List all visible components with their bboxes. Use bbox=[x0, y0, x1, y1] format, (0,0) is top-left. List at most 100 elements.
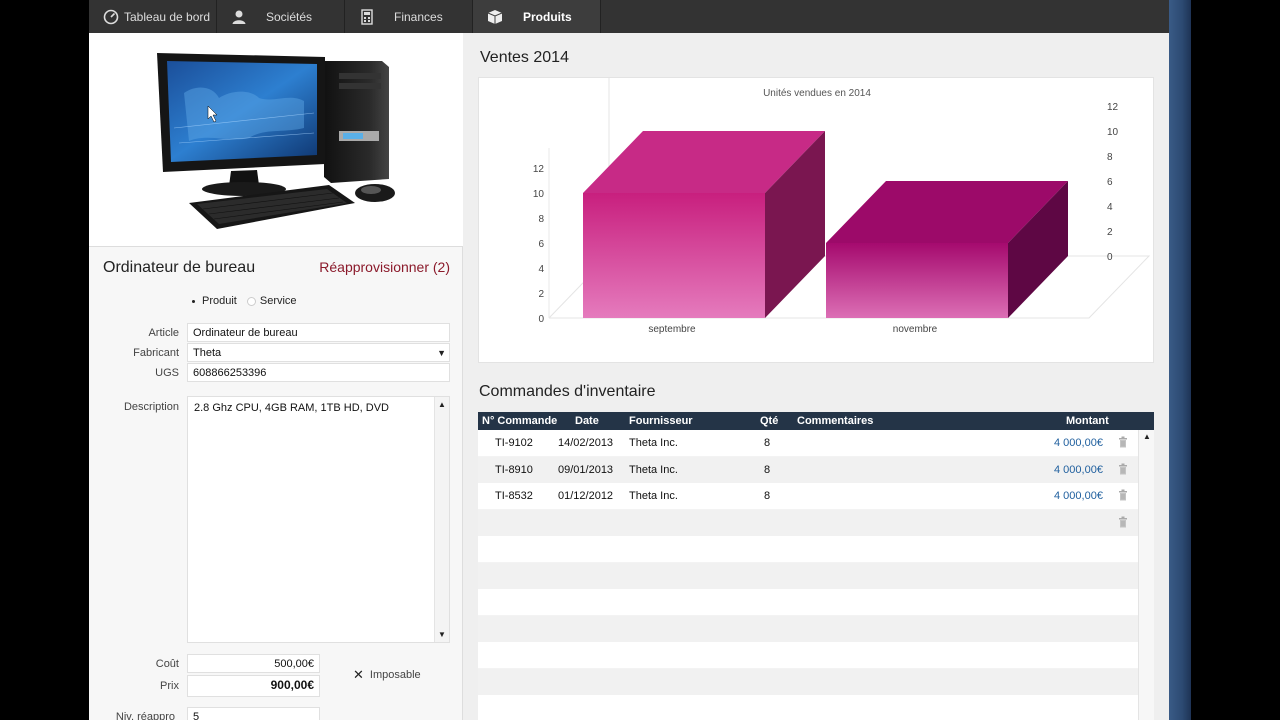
product-type-radio-group: Produit Service bbox=[189, 295, 297, 307]
radio-label: Service bbox=[259, 295, 297, 307]
radio-service[interactable]: Service bbox=[246, 295, 297, 307]
chart-bars bbox=[583, 131, 1068, 318]
maker-label: Fabricant bbox=[133, 347, 179, 359]
product-title: Ordinateur de bureau bbox=[103, 259, 256, 276]
table-row[interactable] bbox=[478, 668, 1138, 695]
tab-finances[interactable]: Finances bbox=[345, 0, 473, 33]
tab-label: Tableau de bord bbox=[124, 9, 211, 24]
y-tick-label-right: 8 bbox=[1107, 152, 1113, 163]
y-tick-label-left: 4 bbox=[538, 264, 544, 275]
amount-cell[interactable]: 4 000,00€ bbox=[1054, 490, 1103, 502]
col-date[interactable]: Date bbox=[575, 415, 599, 427]
cost-field[interactable]: 500,00€ bbox=[187, 654, 320, 673]
scroll-up-icon[interactable]: ▲ bbox=[1143, 432, 1151, 441]
date-cell: 01/12/2012 bbox=[558, 490, 614, 502]
dropdown-arrow-icon[interactable]: ▼ bbox=[437, 348, 446, 358]
table-row[interactable] bbox=[478, 642, 1138, 668]
amount-cell[interactable]: 4 000,00€ bbox=[1054, 463, 1103, 476]
orders-table-header: N° Commande Date Fournisseur Qté Comment… bbox=[478, 412, 1154, 430]
table-row[interactable] bbox=[478, 509, 1138, 536]
bar-top bbox=[583, 131, 825, 193]
order-number-cell: TI-8910 bbox=[495, 463, 533, 476]
radio-product[interactable]: Produit bbox=[189, 295, 237, 307]
article-field[interactable]: Ordinateur de bureau bbox=[187, 323, 450, 342]
order-number-cell: TI-9102 bbox=[495, 437, 533, 449]
bar-side bbox=[1008, 181, 1068, 318]
chart-left-axis: 0 2 4 6 8 10 12 bbox=[533, 164, 545, 325]
col-comments[interactable]: Commentaires bbox=[797, 415, 874, 427]
table-row[interactable]: TI-9102 14/02/2013 Theta Inc. 8 4 000,00€ bbox=[478, 430, 1138, 456]
reorder-field[interactable]: 5 bbox=[187, 707, 320, 720]
desktop-computer-illustration bbox=[157, 53, 395, 229]
supplier-cell: Theta Inc. bbox=[629, 437, 678, 449]
price-field[interactable]: 900,00€ bbox=[187, 675, 320, 697]
table-row[interactable] bbox=[478, 695, 1138, 720]
description-label: Description bbox=[123, 401, 179, 413]
table-row[interactable]: TI-8910 09/01/2013 Theta Inc. 8 4 000,00€ bbox=[478, 456, 1138, 483]
table-row[interactable] bbox=[478, 589, 1138, 615]
y-tick-label-right: 6 bbox=[1107, 177, 1113, 188]
supplier-cell: Theta Inc. bbox=[629, 463, 678, 476]
tab-companies[interactable]: Sociétés bbox=[217, 0, 345, 33]
trash-icon[interactable] bbox=[1118, 489, 1128, 501]
table-row[interactable] bbox=[478, 536, 1138, 562]
sku-field[interactable]: 608866253396 bbox=[187, 363, 450, 382]
table-row[interactable] bbox=[478, 562, 1138, 589]
description-textarea[interactable]: 2.8 Ghz CPU, 4GB RAM, 1TB HD, DVD ▲ ▼ bbox=[187, 396, 450, 643]
reorder-label: Niv. réappro bbox=[115, 711, 175, 720]
chart-category-axis: septembre novembre bbox=[648, 324, 937, 335]
y-tick-label-left: 0 bbox=[538, 314, 544, 325]
trash-icon[interactable] bbox=[1118, 516, 1128, 528]
scroll-down-icon[interactable]: ▼ bbox=[438, 630, 446, 639]
col-supplier[interactable]: Fournisseur bbox=[629, 415, 693, 427]
tab-dashboard[interactable]: Tableau de bord bbox=[89, 0, 217, 33]
x-tick-label: septembre bbox=[648, 324, 696, 335]
chart-right-axis: 0 2 4 6 8 10 12 bbox=[1107, 102, 1119, 263]
orders-title: Commandes d'inventaire bbox=[479, 383, 656, 400]
bar-front bbox=[583, 193, 765, 318]
price-label: Prix bbox=[160, 680, 179, 692]
y-tick-label-right: 10 bbox=[1107, 127, 1119, 138]
scroll-up-icon[interactable]: ▲ bbox=[438, 400, 446, 409]
y-tick-label-right: 12 bbox=[1107, 102, 1119, 113]
y-tick-label-left: 2 bbox=[538, 289, 544, 300]
y-tick-label-right: 2 bbox=[1107, 227, 1113, 238]
cost-label: Coût bbox=[155, 658, 179, 670]
chart-bar-septembre bbox=[583, 131, 825, 318]
y-tick-label-left: 6 bbox=[538, 239, 544, 250]
tab-products[interactable]: Produits bbox=[473, 0, 601, 33]
restock-link[interactable]: Réapprovisionner (2) bbox=[319, 259, 450, 275]
article-value: Ordinateur de bureau bbox=[193, 327, 298, 339]
col-order-number[interactable]: N° Commande bbox=[482, 415, 558, 427]
supplier-cell: Theta Inc. bbox=[629, 490, 678, 502]
maker-value: Theta bbox=[193, 347, 222, 359]
y-tick-label-left: 10 bbox=[533, 189, 545, 200]
table-row[interactable] bbox=[478, 615, 1138, 642]
maker-select[interactable]: Theta ▼ bbox=[187, 343, 450, 362]
taxable-checkbox[interactable]: ✕ Imposable bbox=[353, 667, 421, 683]
y-tick-label-left: 12 bbox=[533, 164, 545, 175]
y-tick-label-left: 8 bbox=[538, 214, 544, 225]
description-scrollbar[interactable]: ▲ ▼ bbox=[434, 397, 449, 642]
radio-unselected-icon bbox=[246, 296, 256, 306]
chart-title: Unités vendues en 2014 bbox=[763, 88, 871, 99]
amount-cell[interactable]: 4 000,00€ bbox=[1054, 437, 1103, 449]
trash-icon[interactable] bbox=[1118, 436, 1128, 448]
desktop-background-edge bbox=[1169, 0, 1191, 720]
col-qty[interactable]: Qté bbox=[760, 415, 779, 427]
product-detail-panel: Ordinateur de bureau Réapprovisionner (2… bbox=[89, 33, 463, 720]
order-number-cell: TI-8532 bbox=[495, 490, 533, 502]
bar-front bbox=[826, 243, 1008, 318]
bar-top bbox=[826, 181, 1068, 243]
col-amount[interactable]: Montant bbox=[1066, 415, 1109, 427]
orders-scrollbar[interactable]: ▲ bbox=[1138, 430, 1154, 720]
product-image bbox=[89, 33, 463, 247]
reorder-value: 5 bbox=[193, 711, 200, 720]
trash-icon[interactable] bbox=[1118, 463, 1128, 475]
chart-bar-novembre bbox=[826, 181, 1068, 318]
qty-cell: 8 bbox=[764, 490, 771, 502]
table-row[interactable]: TI-8532 01/12/2012 Theta Inc. 8 4 000,00€ bbox=[478, 483, 1138, 509]
sales-chart: Unités vendues en 2014 0 2 4 6 8 10 12 0 2 4 6 8 10… bbox=[533, 76, 1151, 335]
dashboard-icon bbox=[103, 9, 119, 25]
